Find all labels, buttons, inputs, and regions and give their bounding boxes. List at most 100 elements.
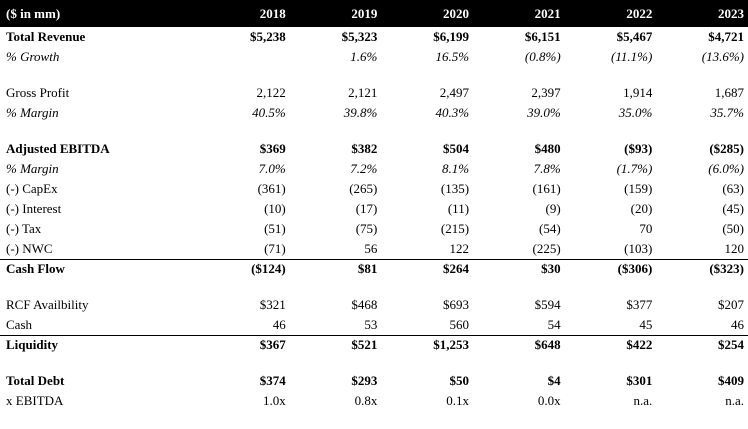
- year-header: 2019: [351, 5, 378, 21]
- value-cell: 2,121: [348, 85, 378, 100]
- value-cell: (54): [539, 221, 561, 236]
- value-cell: 7.8%: [533, 161, 561, 176]
- value-cell: 1.0x: [263, 393, 286, 408]
- row-label: % Growth: [6, 49, 60, 64]
- spacer-row: [0, 67, 748, 83]
- value-cell: 560: [449, 316, 470, 332]
- year-header: 2023: [718, 5, 744, 21]
- row-adjusted-ebitda: Adjusted EBITDA $369 $382 $504 $480 ($93) ($28…: [0, 139, 748, 159]
- value-cell: (6.0%): [708, 161, 744, 176]
- value-cell: $81: [289, 258, 382, 279]
- row-tax: (-) Tax (51) (75) (215) (54) 70 (50): [0, 219, 748, 239]
- value-cell: $207: [718, 297, 744, 312]
- value-cell: $4,721: [708, 29, 744, 44]
- value-cell: $254: [656, 334, 748, 355]
- value-cell: 122: [449, 240, 470, 256]
- row-label: % Margin: [6, 161, 59, 176]
- value-cell: 35.7%: [710, 105, 744, 120]
- spacer-row: [0, 279, 748, 295]
- row-label: (-) CapEx: [6, 181, 58, 196]
- year-header: 2020: [443, 5, 470, 21]
- value-cell: (17): [355, 201, 378, 216]
- unit-label: ($ in mm): [6, 5, 61, 21]
- value-cell: 40.3%: [435, 105, 470, 120]
- value-cell: (11.1%): [611, 49, 653, 64]
- row-total-debt: Total Debt $374 $293 $50 $4 $301 $409: [0, 371, 748, 391]
- value-cell: 120: [724, 240, 745, 256]
- value-cell: 2,397: [531, 85, 561, 100]
- value-cell: 2,497: [439, 85, 470, 100]
- row-cash-flow: Cash Flow ($124) $81 $264 $30 ($306) ($323): [0, 258, 748, 279]
- value-cell: ($285): [709, 141, 744, 156]
- value-cell: ($93): [624, 141, 653, 156]
- row-label: (-) Tax: [6, 221, 42, 236]
- value-cell: $6,199: [433, 29, 470, 44]
- value-cell: 45: [639, 316, 653, 332]
- value-cell: 2,122: [256, 85, 286, 100]
- value-cell: (1.7%): [616, 161, 653, 176]
- value-cell: 35.0%: [618, 105, 653, 120]
- row-label: Cash Flow: [0, 258, 199, 279]
- row-gross-margin: % Margin 40.5% 39.8% 40.3% 39.0% 35.0% 35.7%: [0, 103, 748, 123]
- value-cell: (63): [722, 181, 744, 196]
- value-cell: $1,253: [381, 334, 474, 355]
- value-cell: (71): [264, 240, 286, 256]
- value-cell: (161): [532, 181, 561, 196]
- value-cell: (265): [349, 181, 378, 196]
- value-cell: 1,914: [623, 85, 653, 100]
- spacer-row: [0, 355, 748, 371]
- value-cell: 54: [547, 316, 561, 332]
- financial-summary-table: ($ in mm) 2018 2019 2020 2021 2022 2023 …: [0, 0, 748, 411]
- value-cell: 56: [364, 240, 378, 256]
- row-cash: Cash 46 53 560 54 45 46: [0, 315, 748, 335]
- value-cell: 0.1x: [446, 393, 470, 408]
- value-cell: 70: [639, 221, 653, 236]
- value-cell: 40.5%: [252, 105, 286, 120]
- value-cell: $5,238: [250, 29, 286, 44]
- value-cell: (135): [440, 181, 470, 196]
- row-label: Adjusted EBITDA: [6, 141, 110, 156]
- value-cell: 1.6%: [350, 49, 378, 64]
- row-nwc: (-) NWC (71) 56 122 (225) (103) 120: [0, 239, 748, 259]
- row-gross-profit: Gross Profit 2,122 2,121 2,497 2,397 1,914 1,6…: [0, 83, 748, 103]
- value-cell: $369: [259, 141, 286, 156]
- spacer-row: [0, 123, 748, 139]
- row-label: Total Debt: [6, 373, 65, 388]
- value-cell: $30: [473, 258, 565, 279]
- value-cell: (10): [264, 201, 286, 216]
- value-cell: 46: [731, 316, 744, 332]
- row-label: x EBITDA: [6, 393, 64, 408]
- value-cell: 0.0x: [537, 393, 561, 408]
- value-cell: $264: [381, 258, 474, 279]
- year-header: 2022: [626, 5, 653, 21]
- value-cell: (75): [355, 221, 378, 236]
- value-cell: $468: [351, 297, 378, 312]
- value-cell: $422: [564, 334, 657, 355]
- value-cell: $374: [259, 373, 286, 388]
- value-cell: (13.6%): [701, 49, 744, 64]
- value-cell: $693: [443, 297, 470, 312]
- value-cell: $504: [443, 141, 470, 156]
- value-cell: (11): [447, 201, 470, 216]
- value-cell: 46: [272, 316, 286, 332]
- value-cell: 1,687: [714, 85, 744, 100]
- value-cell: n.a.: [725, 393, 744, 408]
- row-liquidity: Liquidity $367 $521 $1,253 $648 $422 $254: [0, 334, 748, 355]
- row-ebitda-margin: % Margin 7.0% 7.2% 8.1% 7.8% (1.7%) (6.0%): [0, 159, 748, 179]
- value-cell: $5,323: [341, 29, 378, 44]
- header-row: ($ in mm) 2018 2019 2020 2021 2022 2023: [0, 0, 748, 27]
- row-label: (-) Interest: [6, 201, 62, 216]
- row-label: Cash: [6, 316, 32, 332]
- value-cell: $409: [718, 373, 744, 388]
- value-cell: ($323): [656, 258, 748, 279]
- value-cell: (9): [545, 201, 561, 216]
- value-cell: $367: [198, 334, 290, 355]
- value-cell: ($124): [198, 258, 290, 279]
- value-cell: 39.8%: [343, 105, 378, 120]
- value-cell: (0.8%): [524, 49, 561, 64]
- row-debt-ebitda: x EBITDA 1.0x 0.8x 0.1x 0.0x n.a. n.a.: [0, 391, 748, 411]
- value-cell: $4: [547, 373, 561, 388]
- value-cell: (361): [257, 181, 286, 196]
- row-revenue-growth: % Growth 1.6% 16.5% (0.8%) (11.1%) (13.6%): [0, 47, 748, 67]
- value-cell: 8.1%: [441, 161, 470, 176]
